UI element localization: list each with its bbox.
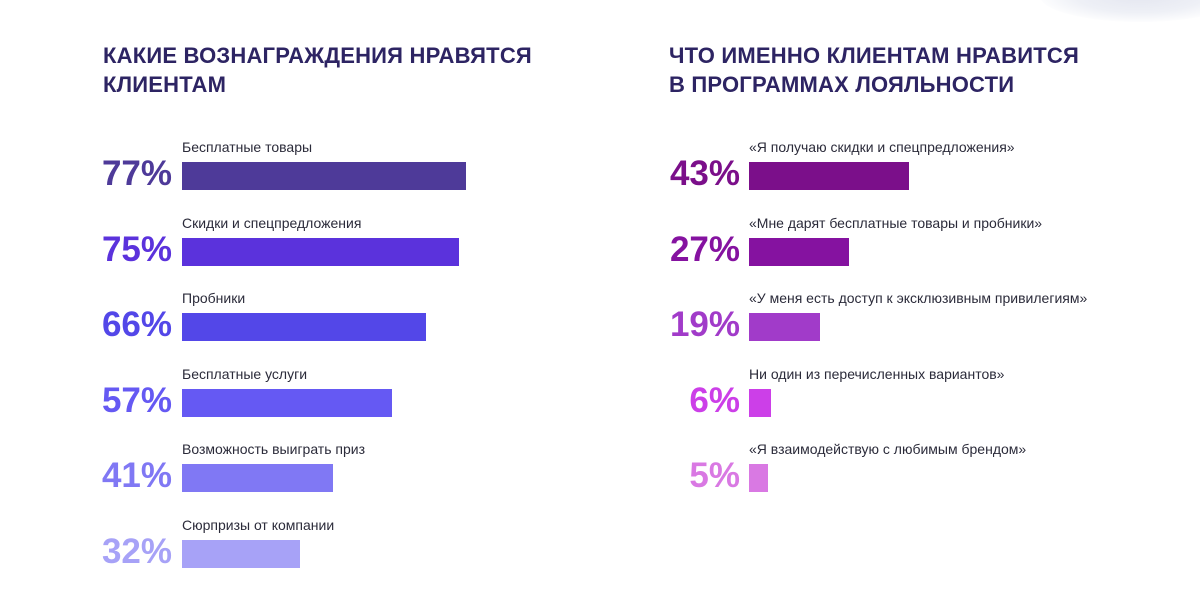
corner-decoration [1040,0,1200,22]
rewards-row: 75% Скидки и спецпредложения [0,214,600,274]
loyalty-value-label: 27% [669,229,740,269]
rewards-chart-title: КАКИЕ ВОЗНАГРАЖДЕНИЯ НРАВЯТСЯ КЛИЕНТАМ [103,43,532,97]
loyalty-category-label: «Я получаю скидки и спецпредложения» [749,139,1015,155]
rewards-bar [182,464,333,492]
rewards-row: 77% Бесплатные товары [0,138,600,198]
loyalty-value-label: 43% [669,154,740,193]
rewards-category-label: Пробники [182,290,246,306]
rewards-bar [182,539,300,568]
loyalty-row: 43% «Я получаю скидки и спецпредложения» [600,138,1200,198]
rewards-category-label: Возможность выиграть приз [182,441,366,457]
loyalty-row: 27% «Мне дарят бесплатные товары и пробни… [600,214,1200,274]
rewards-value-label: 57% [101,380,172,420]
rewards-chart: КАКИЕ ВОЗНАГРАЖДЕНИЯ НРАВЯТСЯ КЛИЕНТАМ 7… [0,43,600,576]
loyalty-category-label: Ни один из перечисленных вариантов» [749,365,1005,382]
loyalty-row: 6% Ни один из перечисленных вариантов» [600,365,1200,425]
loyalty-bar [749,388,771,417]
loyalty-category-label: «Мне дарят бесплатные товары и пробники» [749,214,1043,231]
rewards-value-label: 41% [101,456,172,495]
loyalty-chart: ЧТО ИМЕННО КЛИЕНТАМ НРАВИТСЯ В ПРОГРАММА… [600,0,1200,608]
rewards-value-label: 75% [101,229,172,269]
loyalty-category-label: «У меня есть доступ к эксклюзивным приви… [749,290,1088,306]
rewards-bar [182,388,392,417]
loyalty-chart-title: ЧТО ИМЕННО КЛИЕНТАМ НРАВИТСЯ В ПРОГРАММА… [669,43,1079,97]
loyalty-bar [749,313,820,341]
loyalty-row: 5% «Я взаимодействую с любимым брендом» [600,440,1200,500]
loyalty-bar [749,237,849,266]
rewards-category-label: Сюрпризы от компании [182,516,335,533]
rewards-row: 57% Бесплатные услуги [0,365,600,425]
loyalty-category-label: «Я взаимодействую с любимым брендом» [749,441,1027,457]
loyalty-value-label: 5% [689,456,740,495]
rewards-category-label: Бесплатные услуги [182,365,308,382]
rewards-row: 41% Возможность выиграть приз [0,440,600,500]
rewards-bar [182,313,426,341]
loyalty-bar [749,464,768,492]
rewards-bar [182,237,459,266]
rewards-row: 32% Сюрпризы от компании [0,516,600,576]
rewards-value-label: 66% [101,305,172,344]
rewards-value-label: 32% [101,531,172,571]
loyalty-value-label: 19% [669,305,740,344]
rewards-category-label: Бесплатные товары [182,139,313,155]
loyalty-row: 19% «У меня есть доступ к эксклюзивным пр… [600,289,1200,349]
rewards-bar [182,162,466,190]
loyalty-value-label: 6% [689,380,740,420]
rewards-category-label: Скидки и спецпредложения [182,214,362,231]
loyalty-bar [749,162,909,190]
rewards-row: 66% Пробники [0,289,600,349]
rewards-value-label: 77% [101,154,172,193]
